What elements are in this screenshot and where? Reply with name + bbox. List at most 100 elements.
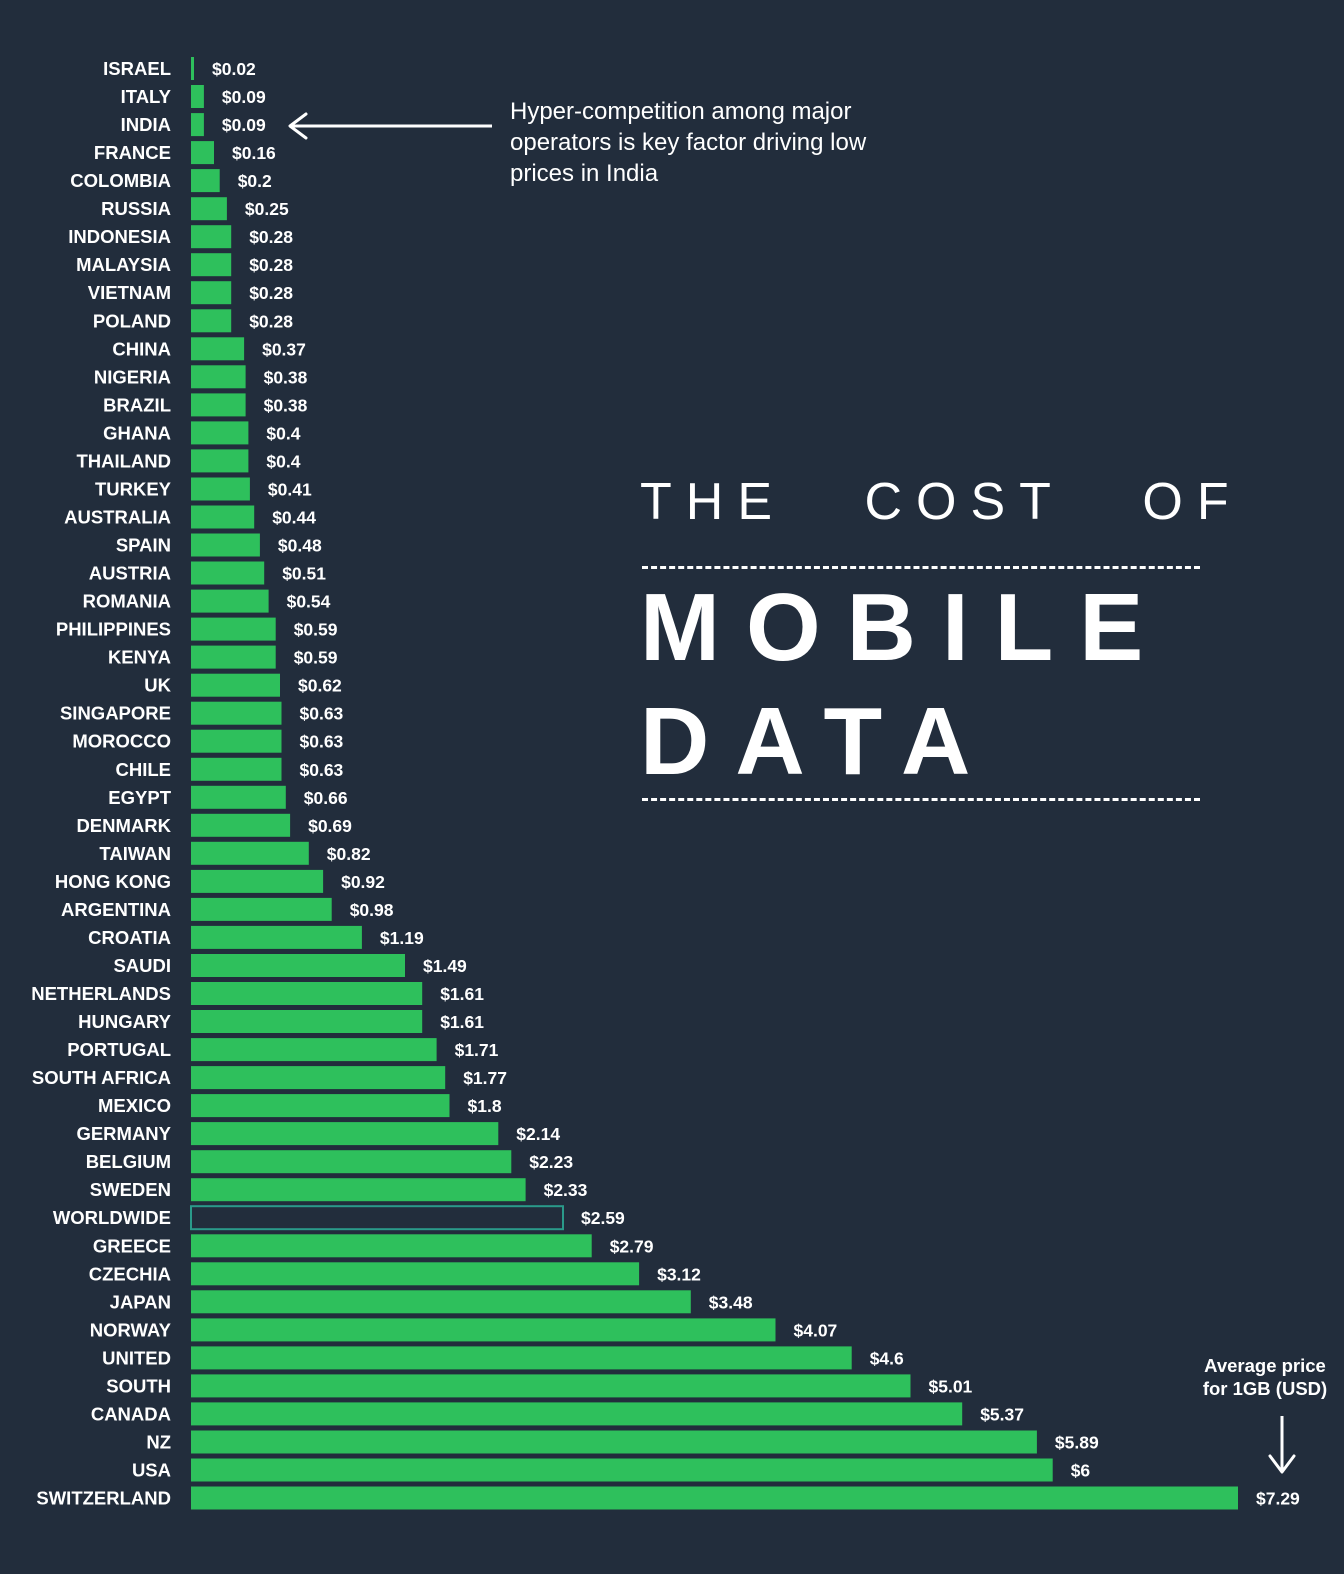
bar-croatia <box>191 925 362 949</box>
bar-philippines <box>191 617 276 641</box>
bar-saudi <box>191 954 405 977</box>
value-label-thailand: $0.4 <box>266 451 300 471</box>
value-label-philippines: $0.59 <box>294 620 338 640</box>
country-label-hong-kong: HONG KONG <box>55 871 171 892</box>
bar-japan <box>191 1290 691 1314</box>
value-label-germany: $2.14 <box>516 1124 560 1144</box>
bar-netherlands <box>191 982 423 1005</box>
country-label-vietnam: VIETNAM <box>88 282 171 303</box>
bar-colombia <box>191 169 220 193</box>
value-label-hong-kong: $0.92 <box>341 872 385 892</box>
value-label-romania: $0.54 <box>287 592 331 612</box>
value-label-austria: $0.51 <box>282 564 326 584</box>
value-label-singapore: $0.63 <box>300 704 344 724</box>
bar-denmark <box>191 813 291 837</box>
value-label-croatia: $1.19 <box>380 928 424 948</box>
country-label-portugal: PORTUGAL <box>67 1039 171 1060</box>
country-label-china: CHINA <box>112 338 171 359</box>
country-label-uk: UK <box>144 675 171 696</box>
value-label-malaysia: $0.28 <box>249 255 293 275</box>
value-label-worldwide: $2.59 <box>581 1208 625 1228</box>
bar-sweden <box>191 1178 526 1202</box>
bar-israel <box>191 57 194 80</box>
bar-vietnam <box>191 281 232 305</box>
country-labels-group: ISRAEL ITALY INDIA FRANCE COLOMBIA RUSSIA INDO… <box>31 58 171 1509</box>
country-label-israel: ISRAEL <box>103 58 171 79</box>
value-label-united: $4.6 <box>870 1348 904 1368</box>
bar-brazil <box>191 393 246 417</box>
value-label-ghana: $0.4 <box>266 423 300 443</box>
country-label-denmark: DENMARK <box>76 815 171 836</box>
bar-thailand <box>191 449 249 473</box>
value-label-south-africa: $1.77 <box>463 1068 507 1088</box>
bar-romania <box>191 589 269 613</box>
country-label-nigeria: NIGERIA <box>94 366 171 387</box>
country-label-belgium: BELGIUM <box>86 1151 171 1172</box>
bar-chile <box>191 757 282 781</box>
country-label-france: FRANCE <box>94 142 171 163</box>
country-label-egypt: EGYPT <box>108 787 171 808</box>
country-label-greece: GREECE <box>93 1235 171 1256</box>
country-label-philippines: PHILIPPINES <box>56 619 171 640</box>
value-label-mexico: $1.8 <box>468 1096 502 1116</box>
country-label-australia: AUSTRALIA <box>64 507 171 528</box>
value-label-china: $0.37 <box>262 339 306 359</box>
value-label-russia: $0.25 <box>245 199 289 219</box>
value-labels-group: $0.02 $0.09 $0.09 $0.16 $0.2 $0.25 $0.28 $0.28 $… <box>212 59 1300 1509</box>
country-label-canada: CANADA <box>91 1403 171 1424</box>
country-label-united: UNITED <box>102 1347 171 1368</box>
india-arrow-icon <box>288 112 492 140</box>
country-label-japan: JAPAN <box>110 1291 171 1312</box>
country-label-germany: GERMANY <box>76 1123 171 1144</box>
country-label-worldwide: WORLDWIDE <box>53 1207 171 1228</box>
value-label-switzerland: $7.29 <box>1256 1489 1300 1509</box>
bar-italy <box>191 85 204 108</box>
bar-austria <box>191 561 265 585</box>
country-label-malaysia: MALAYSIA <box>76 254 171 275</box>
value-label-egypt: $0.66 <box>304 788 348 808</box>
bar-south <box>191 1374 911 1398</box>
value-label-vietnam: $0.28 <box>249 283 293 303</box>
value-label-australia: $0.44 <box>272 508 316 528</box>
bar-united <box>191 1346 852 1370</box>
value-label-canada: $5.37 <box>980 1404 1024 1424</box>
country-label-norway: NORWAY <box>90 1319 172 1340</box>
bar-kenya <box>191 645 276 669</box>
value-label-norway: $4.07 <box>794 1320 838 1340</box>
bar-australia <box>191 505 255 529</box>
country-label-morocco: MOROCCO <box>72 731 171 752</box>
bar-germany <box>191 1122 499 1146</box>
bar-china <box>191 337 245 361</box>
bar-malaysia <box>191 253 232 277</box>
country-label-netherlands: NETHERLANDS <box>31 983 171 1004</box>
bar-canada <box>191 1402 963 1426</box>
bar-turkey <box>191 477 250 501</box>
value-label-nz: $5.89 <box>1055 1433 1099 1453</box>
country-label-usa: USA <box>132 1460 171 1481</box>
country-label-croatia: CROATIA <box>88 927 171 948</box>
country-label-czechia: CZECHIA <box>89 1263 171 1284</box>
value-label-sweden: $2.33 <box>544 1180 588 1200</box>
value-label-morocco: $0.63 <box>300 732 344 752</box>
bar-morocco <box>191 729 282 753</box>
country-label-poland: POLAND <box>93 310 171 331</box>
title-divider-top <box>642 566 1200 569</box>
value-label-south: $5.01 <box>929 1376 973 1396</box>
bar-hungary <box>191 1010 423 1033</box>
country-label-mexico: MEXICO <box>98 1095 171 1116</box>
country-label-kenya: KENYA <box>108 647 171 668</box>
country-label-romania: ROMANIA <box>83 591 171 612</box>
country-label-chile: CHILE <box>116 759 172 780</box>
bar-russia <box>191 197 227 221</box>
bar-nz <box>191 1430 1037 1454</box>
value-label-uk: $0.62 <box>298 676 342 696</box>
country-label-singapore: SINGAPORE <box>60 703 171 724</box>
bar-belgium <box>191 1150 512 1174</box>
value-label-netherlands: $1.61 <box>440 984 484 1004</box>
bar-hong-kong <box>191 869 324 893</box>
value-label-spain: $0.48 <box>278 536 322 556</box>
country-label-argentina: ARGENTINA <box>61 899 171 920</box>
bar-greece <box>191 1234 592 1258</box>
country-label-indonesia: INDONESIA <box>68 226 171 247</box>
